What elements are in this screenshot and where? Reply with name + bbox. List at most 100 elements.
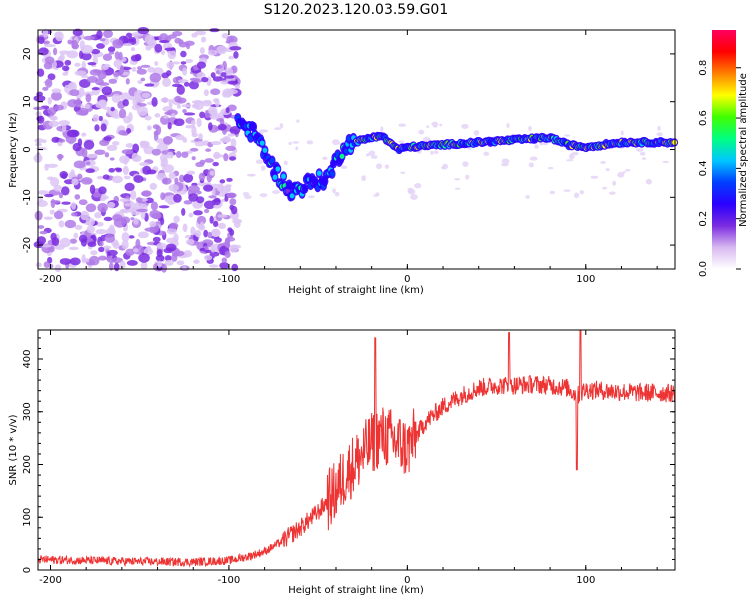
spectrogram-noise-cell [149, 182, 158, 190]
spectrogram-noise-cell [181, 151, 189, 158]
spectrogram-noise-cell [168, 172, 176, 180]
spectrogram-noise-cell [307, 195, 315, 199]
spectrogram-noise-cell [226, 185, 232, 193]
spectrogram-noise-cell [292, 141, 300, 144]
spectrogram-noise-cell [534, 144, 539, 149]
spectrogram-noise-cell [122, 165, 129, 176]
spectrogram-noise-cell [222, 135, 231, 142]
spectrogram-noise-cell [58, 192, 64, 199]
spectrogram-noise-cell [217, 214, 228, 218]
spectrogram-noise-cell [119, 64, 125, 75]
spectrogram-noise-cell [37, 190, 49, 195]
spectrogram-noise-cell [529, 156, 538, 161]
spectrogram-noise-cell [43, 261, 50, 269]
spectrogram-noise-cell [150, 201, 158, 211]
spectrogram-noise-cell [186, 43, 191, 50]
spectrogram-noise-cell [55, 31, 64, 42]
spectrogram-noise-cell [209, 251, 220, 257]
spectrogram-noise-cell [120, 216, 131, 224]
spectrogram-noise-cell [155, 254, 165, 262]
spectrogram-noise-cell [306, 140, 314, 145]
spectrogram-noise-cell [119, 155, 130, 164]
spectrogram-noise-cell [71, 178, 79, 186]
spectrogram-noise-cell [193, 210, 203, 216]
spectrogram-noise-cell [71, 212, 78, 217]
spectrogram-noise-cell [191, 100, 204, 104]
spectrogram-ridge-core [329, 171, 335, 177]
spectrogram-noise-cell [74, 194, 81, 200]
spectrogram-noise-cell [109, 157, 115, 161]
colorbar-label: Normalized spectral amplitude [738, 73, 749, 227]
spectrogram-noise-cell [219, 118, 225, 126]
spectrogram-noise-cell [133, 175, 144, 183]
spectrogram-noise-cell [112, 141, 120, 146]
spectrogram-noise-cell [220, 72, 227, 77]
spectrogram-xtick-label: 100 [576, 274, 595, 285]
spectrogram-noise-cell [101, 86, 113, 96]
spectrogram-noise-cell [108, 51, 115, 55]
spectrogram-noise-cell [98, 255, 107, 261]
spectrogram-ytick-label: -10 [22, 189, 33, 205]
spectrogram-noise-cell [199, 159, 206, 165]
spectrogram-noise-cell [204, 158, 214, 163]
spectrogram-noise-cell [92, 114, 100, 122]
spectrogram-noise-cell [46, 163, 58, 168]
spectrogram-noise-cell [525, 195, 530, 199]
spectrogram-noise-cell [181, 104, 192, 108]
snr-axes: -200 -100 0 100 0 100 200 300 400 [22, 330, 675, 586]
spectrogram-noise-cell [41, 244, 52, 248]
spectrogram-noise-cell [43, 40, 51, 45]
spectrogram-noise-cell [103, 216, 113, 222]
spectrogram-noise-cell [296, 119, 300, 123]
spectrogram-noise-cell [167, 200, 174, 205]
spectrogram-noise-cell [47, 107, 57, 116]
spectrogram-noise-cell [199, 111, 206, 119]
spectrogram-noise-cell [87, 241, 97, 248]
snr-ytick-label: 0 [22, 567, 33, 573]
spectrogram-noise-cell [207, 122, 213, 131]
spectrogram-noise-cell [81, 132, 87, 137]
spectrogram-noise-cell [180, 61, 187, 65]
spectrogram-noise-cell [602, 186, 608, 190]
spectrogram-noise-cell [175, 150, 182, 158]
spectrogram-noise-cell [112, 214, 123, 222]
spectrogram-noise-cell [70, 202, 77, 210]
spectrogram-noise-cell [54, 104, 64, 111]
spectrogram-noise-cell [99, 139, 110, 146]
spectrogram-noise-cell [398, 123, 407, 127]
spectrogram-noise-cell [59, 258, 72, 265]
spectrogram-noise-cell [375, 192, 380, 197]
spectrogram-noise-cell [430, 150, 434, 155]
spectrogram-noise-cell [636, 148, 644, 152]
spectrogram-noise-cell [183, 200, 193, 205]
spectrogram-noise-cell [123, 175, 131, 180]
spectrogram-noise-cell [221, 257, 228, 263]
spectrogram-noise-cell [295, 146, 299, 151]
spectrogram-noise-cell [140, 262, 148, 270]
spectrogram-noise-cell [102, 106, 112, 110]
spectrogram-noise-cell [186, 170, 196, 175]
spectrogram-noise-cell [61, 124, 67, 133]
spectrogram-noise-cell [506, 123, 510, 129]
spectrogram-noise-cell [53, 184, 63, 192]
spectrogram-noise-cell [164, 255, 172, 262]
spectrogram-noise-cell [566, 159, 574, 162]
snr-ylabel: SNR (10 * v/v) [8, 414, 19, 485]
spectrogram-noise-cell [368, 150, 376, 156]
spectrogram-noise-cell [153, 212, 161, 220]
spectrogram-noise-cell [231, 263, 239, 272]
spectrogram-noise-cell [144, 115, 152, 121]
spectrogram-noise-cell [151, 97, 158, 107]
spectrogram-noise-cell [170, 113, 176, 118]
spectrogram-noise-cell [173, 118, 185, 127]
spectrogram-noise-cell [122, 43, 133, 47]
spectrogram-noise-cell [176, 97, 187, 104]
spectrogram-noise-cell [208, 106, 216, 115]
spectrogram-noise-cell [180, 50, 187, 58]
spectrogram-noise-cell [208, 195, 217, 199]
spectrogram-noise-cell [85, 93, 92, 103]
spectrogram-noise-cell [102, 245, 112, 250]
spectrogram-noise-cell [102, 53, 113, 61]
spectrogram-noise-cell [151, 148, 162, 156]
spectrogram-noise-cell [191, 156, 196, 161]
